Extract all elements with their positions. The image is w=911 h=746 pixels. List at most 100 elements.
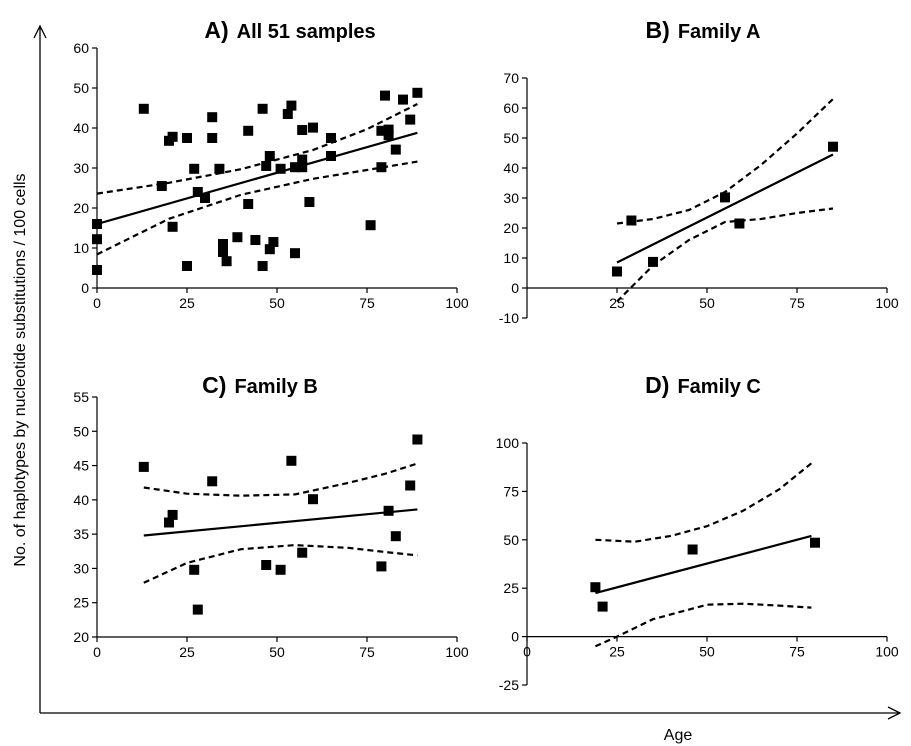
data-point xyxy=(92,265,102,275)
y-tick-label: 20 xyxy=(73,200,89,216)
y-tick-label: -10 xyxy=(499,310,519,326)
panel-title-letter: B) xyxy=(646,17,670,43)
regression-line xyxy=(96,131,418,226)
data-point xyxy=(189,163,200,174)
data-point xyxy=(156,181,167,191)
data-point xyxy=(192,187,203,197)
panel-title: A) All 51 samples xyxy=(204,17,375,43)
panel-title: B) Family A xyxy=(646,17,761,43)
x-tick-label: 50 xyxy=(269,295,285,311)
y-tick-label: 20 xyxy=(503,220,519,236)
outer-x-arrow xyxy=(887,706,902,720)
data-point xyxy=(376,162,387,173)
data-point xyxy=(720,192,730,203)
data-point xyxy=(261,161,272,171)
data-point xyxy=(286,100,297,111)
y-tick-label: 75 xyxy=(503,483,519,499)
data-point xyxy=(218,239,228,249)
y-tick-label: 45 xyxy=(73,458,89,474)
x-tick-label: 0 xyxy=(93,644,101,660)
x-tick-label: 0 xyxy=(523,644,531,660)
data-point xyxy=(597,601,608,612)
panel-title-text: Family C xyxy=(677,376,760,398)
data-point xyxy=(828,141,838,152)
x-tick-label: 0 xyxy=(93,295,101,311)
data-point xyxy=(167,509,178,520)
data-point xyxy=(734,218,745,229)
y-tick-label: 50 xyxy=(503,532,519,548)
data-point xyxy=(297,547,308,558)
y-tick-label: 25 xyxy=(503,580,519,596)
y-tick-label: 60 xyxy=(73,40,89,56)
y-tick-label: 0 xyxy=(511,629,519,645)
chart-panel-d: D) Family C -25 0 25 50 75 100 0 25 50 75 100 xyxy=(496,372,899,693)
data-point xyxy=(275,163,286,174)
figure-y-label: No. of haplotypes by nucleotide substitu… xyxy=(12,173,29,566)
data-point xyxy=(257,103,268,114)
x-tick-label: 100 xyxy=(875,644,899,660)
data-point xyxy=(308,494,318,505)
data-point xyxy=(297,125,308,135)
ci-upper-line xyxy=(616,98,834,225)
data-point xyxy=(167,131,178,142)
x-tick-label: 75 xyxy=(789,295,805,311)
data-point xyxy=(232,232,243,243)
panel-title-letter: C) xyxy=(202,372,226,398)
data-point xyxy=(308,122,318,133)
regression-line xyxy=(616,153,834,264)
y-tick-label: -25 xyxy=(499,677,519,693)
data-point xyxy=(412,434,423,445)
data-point xyxy=(164,517,174,528)
data-point xyxy=(612,266,622,277)
x-tick-label: 100 xyxy=(875,295,899,311)
data-point xyxy=(412,87,423,98)
data-point xyxy=(250,235,261,245)
y-tick-label: 25 xyxy=(73,595,89,611)
data-point xyxy=(257,261,268,271)
x-tick-label: 50 xyxy=(699,295,715,311)
y-tick-label: 30 xyxy=(503,190,519,206)
data-point xyxy=(200,193,210,203)
data-point xyxy=(275,564,286,575)
data-point xyxy=(390,531,401,542)
data-point xyxy=(189,564,200,575)
data-point xyxy=(92,219,102,229)
y-tick-label: 100 xyxy=(496,435,520,451)
panel-title-text: All 51 samples xyxy=(237,21,376,43)
chart-panel-b: B) Family A -10 0 10 20 30 40 50 60 70 25 50 75 100 xyxy=(499,17,899,326)
data-point xyxy=(214,163,225,174)
ci-lower-line xyxy=(96,160,418,256)
panel-title-text: Family B xyxy=(234,376,317,398)
y-tick-label: 50 xyxy=(73,423,89,439)
y-tick-label: 20 xyxy=(73,629,89,645)
y-tick-label: 0 xyxy=(511,280,519,296)
x-tick-label: 25 xyxy=(609,295,625,311)
panel-title: C) Family B xyxy=(202,372,318,398)
y-tick-label: 35 xyxy=(73,526,89,542)
y-tick-label: 40 xyxy=(73,492,89,508)
figure-x-label: Age xyxy=(664,727,693,744)
data-point xyxy=(282,109,293,119)
panel-title-letter: A) xyxy=(204,17,228,43)
x-tick-label: 50 xyxy=(269,644,285,660)
data-point xyxy=(290,248,300,259)
data-point xyxy=(383,124,394,135)
chart-panel-a: A) All 51 samples 0 10 20 30 40 50 60 0 25 50 75 100 xyxy=(73,17,468,311)
panel-title: D) Family C xyxy=(645,372,761,398)
data-point xyxy=(405,480,416,491)
x-tick-label: 25 xyxy=(179,644,195,660)
ci-upper-line xyxy=(96,103,418,195)
y-tick-label: 30 xyxy=(73,560,89,576)
ci-upper-line xyxy=(143,462,418,497)
x-tick-label: 50 xyxy=(699,644,715,660)
data-point xyxy=(590,582,601,593)
data-point xyxy=(182,133,192,143)
chart-panel-c: C) Family B 20 25 30 35 40 45 50 55 0 25 50 75 100 xyxy=(73,372,468,660)
data-point xyxy=(264,151,275,161)
data-point xyxy=(182,261,192,271)
outer-axes xyxy=(33,24,902,720)
ci-lower-line xyxy=(594,602,812,648)
regression-line xyxy=(143,508,418,537)
ci-upper-line xyxy=(595,462,813,543)
y-tick-label: 10 xyxy=(73,240,89,256)
